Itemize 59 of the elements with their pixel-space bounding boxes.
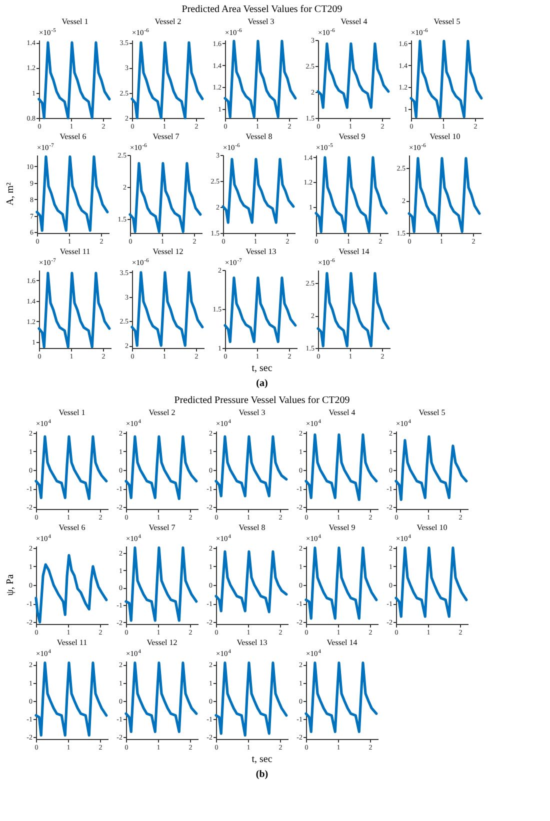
chart-title: Vessel 5 bbox=[418, 408, 446, 417]
chart-title: Vessel 9 bbox=[328, 523, 356, 532]
line-series bbox=[124, 435, 198, 500]
chart-title: Vessel 6 bbox=[60, 132, 86, 141]
chart-title: Vessel 2 bbox=[148, 408, 176, 417]
line-series bbox=[394, 435, 468, 502]
chart-title: Vessel 14 bbox=[338, 247, 370, 256]
line-series bbox=[304, 662, 378, 734]
line-series bbox=[124, 546, 198, 622]
line-series bbox=[224, 276, 297, 344]
chart-title: Vessel 14 bbox=[326, 638, 358, 647]
chart-title: Vessel 12 bbox=[146, 638, 178, 647]
chart-title: Vessel 8 bbox=[246, 132, 272, 141]
chart-title: Vessel 1 bbox=[58, 408, 86, 417]
line-series bbox=[222, 158, 295, 224]
chart-title: Vessel 4 bbox=[328, 408, 356, 417]
text: t, sec bbox=[252, 363, 273, 374]
line-series bbox=[38, 272, 111, 348]
text: (a) bbox=[256, 378, 268, 389]
chart-title: Vessel 11 bbox=[60, 247, 90, 256]
chart-title: Vessel 3 bbox=[238, 408, 266, 417]
text: Predicted Area Vessel Values for CT209 bbox=[182, 4, 342, 15]
line-series bbox=[394, 546, 468, 618]
chart-title: Vessel 6 bbox=[58, 523, 86, 532]
line-series bbox=[410, 40, 483, 118]
text: Predicted Pressure Vessel Values for CT209 bbox=[174, 395, 350, 406]
line-series bbox=[214, 662, 288, 737]
chart-title: Vessel 12 bbox=[152, 247, 184, 256]
chart-title: Vessel 1 bbox=[62, 17, 88, 26]
line-series bbox=[130, 41, 204, 120]
line-series bbox=[304, 546, 378, 620]
chart-title: Vessel 11 bbox=[56, 638, 88, 647]
text: A, m² bbox=[5, 182, 16, 206]
line-series bbox=[224, 40, 297, 118]
line-series bbox=[124, 662, 198, 734]
chart-title: Vessel 13 bbox=[236, 638, 268, 647]
chart-title: Vessel 13 bbox=[246, 247, 276, 256]
line-series bbox=[304, 433, 378, 502]
line-series bbox=[34, 435, 108, 500]
chart-title: Vessel 10 bbox=[430, 132, 460, 141]
text: t, sec bbox=[252, 754, 273, 765]
chart-title: Vessel 5 bbox=[434, 17, 460, 26]
line-series bbox=[316, 42, 390, 109]
line-series bbox=[314, 156, 388, 234]
text: (b) bbox=[256, 769, 268, 780]
line-series bbox=[38, 41, 111, 120]
chart-title: Vessel 7 bbox=[152, 132, 180, 141]
chart-title: Vessel 10 bbox=[416, 523, 448, 532]
chart-title: Vessel 9 bbox=[338, 132, 366, 141]
chart-title: Vessel 2 bbox=[154, 17, 182, 26]
line-series bbox=[214, 435, 288, 498]
chart-title: Vessel 4 bbox=[340, 17, 368, 26]
chart-title: Vessel 3 bbox=[248, 17, 274, 26]
line-series bbox=[214, 550, 288, 614]
chart-title: Vessel 8 bbox=[238, 523, 266, 532]
chart-title: Vessel 7 bbox=[148, 523, 176, 532]
text: ψ, Pa bbox=[5, 574, 16, 596]
line-series bbox=[408, 156, 481, 233]
line-series bbox=[34, 662, 108, 737]
